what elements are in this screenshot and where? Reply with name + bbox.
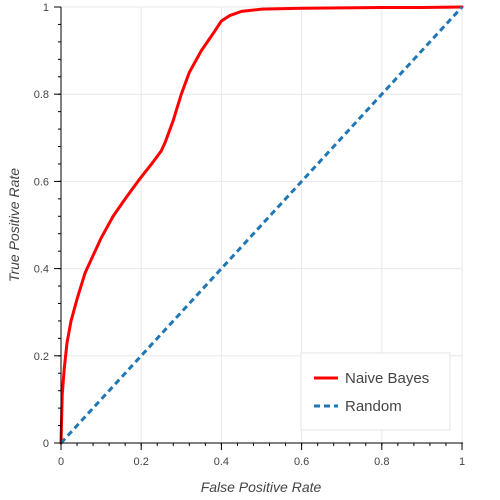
- x-axis-title: False Positive Rate: [201, 479, 322, 495]
- series-line-naive-bayes: [59, 5, 464, 445]
- x-tick-label: 0.6: [294, 456, 309, 468]
- x-tick-label: 0: [58, 456, 64, 468]
- y-tick-label: 0.8: [34, 89, 49, 101]
- x-tick-label: 0.2: [134, 456, 149, 468]
- legend-box: [300, 352, 451, 431]
- y-axis-title: True Positive Rate: [6, 168, 22, 282]
- x-tick-label: 1: [459, 456, 465, 468]
- series-layer: [59, 5, 464, 445]
- legend: Naive Bayes Random: [300, 352, 451, 431]
- y-tick-label: 0.6: [34, 176, 49, 188]
- x-tick-label: 0.4: [214, 456, 229, 468]
- y-tick-label: 0.4: [34, 264, 49, 276]
- y-tick-label: 0: [43, 438, 49, 450]
- x-tick-label: 0.8: [374, 456, 389, 468]
- legend-label-random: Random: [345, 398, 402, 415]
- legend-label-naive-bayes: Naive Bayes: [345, 370, 429, 387]
- axes: 0 0.2 0.4 0.6 0.8 1 0 0.2 0.4 0.6 0.8 1: [34, 2, 465, 468]
- y-tick-label: 0.2: [34, 351, 49, 363]
- y-tick-label: 1: [43, 2, 49, 14]
- series-line-random: [59, 5, 464, 445]
